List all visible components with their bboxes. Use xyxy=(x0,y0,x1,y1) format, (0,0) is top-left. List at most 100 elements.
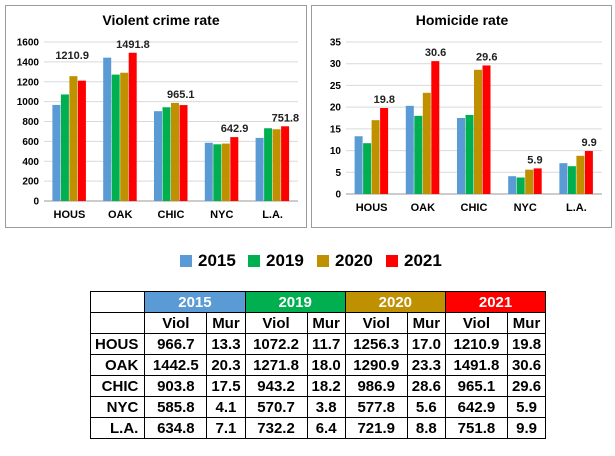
table-cell: 19.8 xyxy=(506,333,547,355)
table-cell: 585.8 xyxy=(144,396,208,418)
bar xyxy=(559,163,568,194)
bar xyxy=(465,114,474,194)
legend-label: 2021 xyxy=(404,251,442,270)
legend-item: 2019 xyxy=(248,251,304,271)
y-tick-label: 20 xyxy=(330,103,342,114)
table-subheader-row: Viol Mur Viol Mur Viol Mur Viol Mur xyxy=(89,312,547,334)
crime-stats-table: 2015 2019 2020 2021 Viol Mur Viol Mur Viol Mur Vio… xyxy=(89,291,547,439)
data-label: 30.6 xyxy=(425,47,446,59)
table-cell: 28.6 xyxy=(406,375,446,397)
table-cell: 20.3 xyxy=(206,354,246,376)
table-cell: 5.6 xyxy=(406,396,446,418)
bar xyxy=(204,142,213,201)
table-cell: 570.7 xyxy=(244,396,308,418)
table-cell: 1491.8 xyxy=(444,354,508,376)
legend-swatch xyxy=(317,255,329,267)
table-row-city: L.A. xyxy=(89,417,146,439)
y-tick-label: 1400 xyxy=(17,57,40,68)
data-label: 965.1 xyxy=(167,89,195,101)
table-cell: 965.1 xyxy=(444,375,508,397)
table-row: CHIC 903.8 17.5 943.2 18.2 986.9 28.6 965.1 29.6 xyxy=(89,375,547,397)
data-label: 751.8 xyxy=(272,112,300,124)
table-cell: 29.6 xyxy=(506,375,547,397)
table-year-header: 2019 xyxy=(244,291,346,313)
bar xyxy=(52,104,61,201)
legend-swatch xyxy=(180,255,192,267)
bar xyxy=(363,143,372,194)
chart-title: Homicide rate xyxy=(416,12,509,28)
violent-crime-chart-panel: Violent crime rate 0 200 400 600 800 1000 1200 1… xyxy=(5,5,307,228)
bar xyxy=(516,177,525,194)
x-category-label: HOUS xyxy=(54,209,86,221)
x-category-label: CHIC xyxy=(461,202,488,214)
bar xyxy=(380,108,389,194)
y-tick-label: 15 xyxy=(330,124,342,135)
table-cell: 3.8 xyxy=(306,396,346,418)
legend-item: 2021 xyxy=(386,251,442,271)
y-tick-label: 1600 xyxy=(17,38,40,49)
x-category-label: NYC xyxy=(210,209,233,221)
y-tick-label: 35 xyxy=(330,38,342,49)
table-row: HOUS 966.7 13.3 1072.2 11.7 1256.3 17.0 1210.9 1… xyxy=(89,333,547,355)
table-cell: 903.8 xyxy=(144,375,208,397)
y-tick-label: 0 xyxy=(33,197,39,208)
bar xyxy=(371,120,380,194)
bar xyxy=(255,137,264,201)
bar xyxy=(422,92,431,194)
table-cell: 1271.8 xyxy=(244,354,308,376)
x-category-label: NYC xyxy=(514,202,537,214)
table-subheader: Viol xyxy=(344,312,408,334)
bar xyxy=(533,168,542,194)
bar xyxy=(77,80,86,201)
table-corner-cell xyxy=(89,291,146,313)
x-category-label: L.A. xyxy=(262,209,283,221)
y-tick-label: 600 xyxy=(22,137,39,148)
bar xyxy=(281,126,290,201)
table-subheader: Mur xyxy=(406,312,446,334)
homicide-chart: Homicide rate 0 5 10 15 20 25 30 35 19.8 HOUS 30.6 O… xyxy=(330,12,602,214)
table-cell: 1442.5 xyxy=(144,354,208,376)
table-row: NYC 585.8 4.1 570.7 3.8 577.8 5.6 642.9 5.9 xyxy=(89,396,547,418)
bar xyxy=(264,128,273,201)
bar xyxy=(482,65,491,194)
legend-swatch xyxy=(386,255,398,267)
y-tick-label: 400 xyxy=(22,157,39,168)
y-tick-label: 25 xyxy=(330,81,342,92)
bar xyxy=(154,111,162,201)
table-cell: 6.4 xyxy=(306,417,346,439)
table-cell: 634.8 xyxy=(144,417,208,439)
bar xyxy=(179,105,188,201)
table-subheader: Viol xyxy=(444,312,508,334)
legend-item: 2015 xyxy=(180,251,236,271)
table-subheader: Mur xyxy=(206,312,246,334)
table-cell: 17.0 xyxy=(406,333,446,355)
y-tick-label: 0 xyxy=(335,190,341,201)
bar xyxy=(508,176,517,194)
bar xyxy=(576,155,585,194)
table-year-header: 2015 xyxy=(144,291,246,313)
legend-label: 2019 xyxy=(266,251,304,270)
data-label: 1491.8 xyxy=(116,39,150,51)
table-cell: 1072.2 xyxy=(244,333,308,355)
bar xyxy=(162,107,171,201)
bar xyxy=(230,137,239,201)
table-subheader: Viol xyxy=(144,312,208,334)
legend-swatch xyxy=(248,255,260,267)
table-cell: 4.1 xyxy=(206,396,246,418)
bar xyxy=(567,166,576,194)
homicide-chart-panel: Homicide rate 0 5 10 15 20 25 30 35 19.8 HOUS 30.6 O… xyxy=(311,5,612,228)
table-cell: 966.7 xyxy=(144,333,208,355)
table-cell: 577.8 xyxy=(344,396,408,418)
table-cell: 18.2 xyxy=(306,375,346,397)
data-label: 9.9 xyxy=(582,137,597,149)
bar xyxy=(213,144,222,201)
table-subheader: Viol xyxy=(244,312,308,334)
table-year-header: 2021 xyxy=(444,291,547,313)
table-cell: 13.3 xyxy=(206,333,246,355)
x-category-label: CHIC xyxy=(158,209,185,221)
bar xyxy=(457,118,465,194)
table-subheader: Mur xyxy=(506,312,547,334)
table-cell: 17.5 xyxy=(206,375,246,397)
bar xyxy=(584,151,593,194)
table-cell: 986.9 xyxy=(344,375,408,397)
